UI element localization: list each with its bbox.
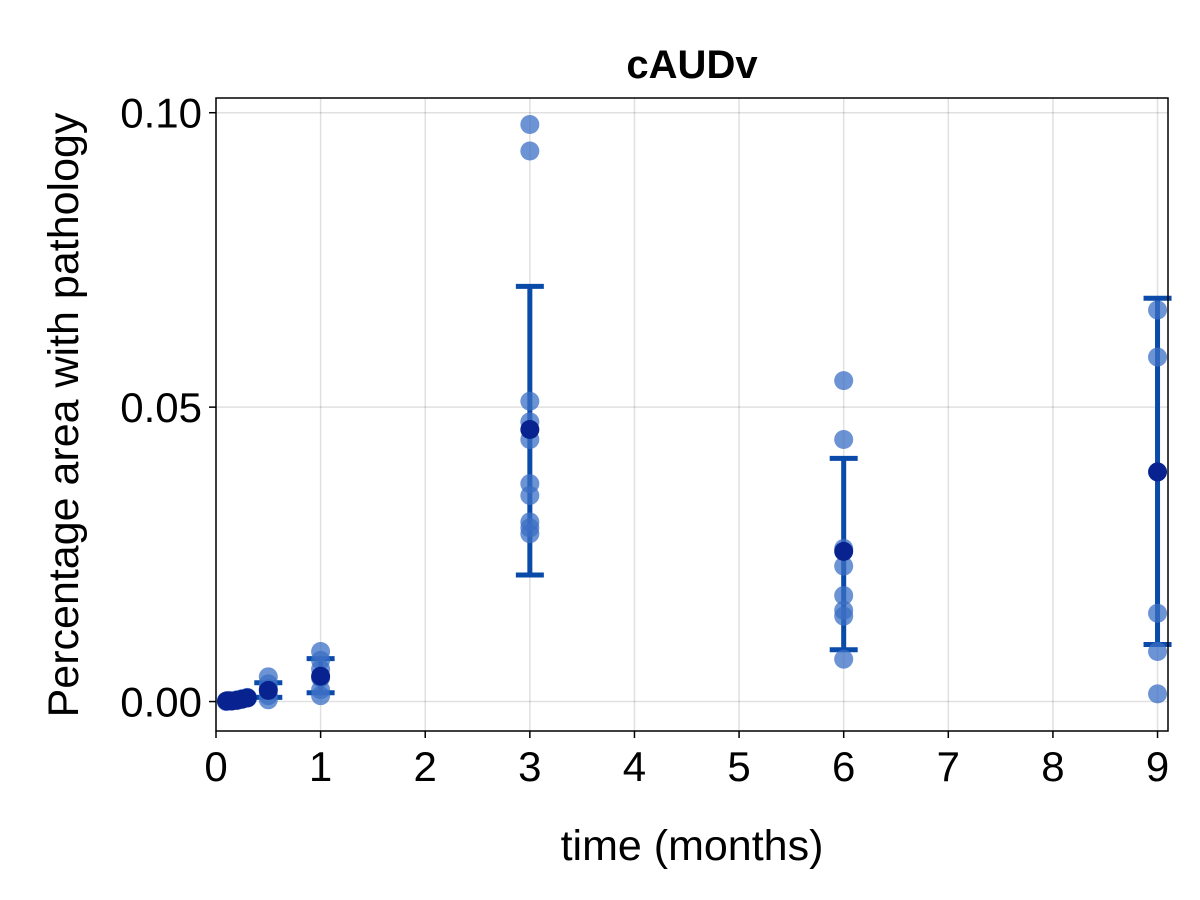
data-point: [1148, 684, 1168, 704]
data-point: [520, 485, 540, 505]
x-tick-label: 9: [1146, 743, 1169, 790]
mean-point: [237, 688, 257, 708]
data-point: [1148, 300, 1168, 320]
x-tick-label: 4: [623, 743, 646, 790]
y-tick-label: 0.00: [120, 679, 202, 726]
mean-point: [1148, 462, 1168, 482]
data-point: [834, 556, 854, 576]
y-tick-label: 0.10: [120, 90, 202, 137]
data-point: [1148, 642, 1168, 662]
x-tick-label: 0: [204, 743, 227, 790]
mean-point: [258, 680, 278, 700]
y-axis-label: Percentage area with pathology: [40, 112, 88, 717]
grid: [215, 98, 1168, 731]
y-tick-label: 0.05: [120, 384, 202, 431]
data-point: [834, 371, 854, 391]
error-bars: [254, 283, 1172, 700]
data-point: [311, 686, 331, 706]
plot-frame: [215, 97, 1169, 732]
data-point: [520, 141, 540, 161]
mean-point: [834, 541, 854, 561]
mean-point: [520, 420, 540, 440]
data-point: [1148, 347, 1168, 367]
data-point: [834, 430, 854, 450]
data-point: [834, 606, 854, 626]
x-tick-label: 8: [1041, 743, 1064, 790]
chart-title: cAUDv: [626, 43, 758, 87]
x-tick-label: 7: [937, 743, 960, 790]
mean-point: [311, 666, 331, 686]
data-point: [520, 391, 540, 411]
data-point: [520, 524, 540, 544]
mean-points: [216, 420, 1168, 711]
x-tick-label: 6: [832, 743, 855, 790]
data-points: [216, 114, 1168, 712]
ticks: 0 1 2 3 4 5 6 7 8 9 0.00 0.05 0.10: [120, 90, 1169, 790]
data-point: [834, 649, 854, 669]
x-tick-label: 2: [414, 743, 437, 790]
data-point: [834, 586, 854, 606]
x-tick-label: 1: [309, 743, 332, 790]
x-tick-label: 5: [727, 743, 750, 790]
data-point: [520, 114, 540, 134]
data-point: [1148, 603, 1168, 623]
x-axis-label: time (months): [561, 822, 824, 870]
x-tick-label: 3: [518, 743, 541, 790]
